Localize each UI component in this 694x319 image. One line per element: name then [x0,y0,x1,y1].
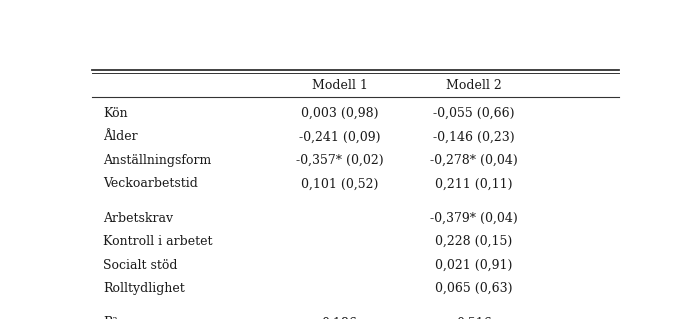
Text: Kön: Kön [103,107,128,120]
Text: 0,211 (0,11): 0,211 (0,11) [435,177,513,190]
Text: -0,357* (0,02): -0,357* (0,02) [296,154,383,167]
Text: Socialt stöd: Socialt stöd [103,259,178,272]
Text: Modell 1: Modell 1 [312,78,368,92]
Text: -0,278* (0,04): -0,278* (0,04) [430,154,518,167]
Text: 0,186: 0,186 [321,316,357,319]
Text: Veckoarbetstid: Veckoarbetstid [103,177,198,190]
Text: R²: R² [103,316,117,319]
Text: 0,021 (0,91): 0,021 (0,91) [435,259,513,272]
Text: Modell 2: Modell 2 [446,78,502,92]
Text: 0,101 (0,52): 0,101 (0,52) [301,177,378,190]
Text: -0,379* (0,04): -0,379* (0,04) [430,211,518,225]
Text: 0,516: 0,516 [456,316,492,319]
Text: -0,055 (0,66): -0,055 (0,66) [433,107,515,120]
Text: Kontroll i arbetet: Kontroll i arbetet [103,235,212,248]
Text: 0,228 (0,15): 0,228 (0,15) [435,235,513,248]
Text: Rolltydlighet: Rolltydlighet [103,282,185,295]
Text: -0,241 (0,09): -0,241 (0,09) [299,130,380,143]
Text: -0,146 (0,23): -0,146 (0,23) [433,130,515,143]
Text: Arbetskrav: Arbetskrav [103,211,173,225]
Text: Ålder: Ålder [103,130,137,143]
Text: Anställningsform: Anställningsform [103,154,211,167]
Text: 0,065 (0,63): 0,065 (0,63) [435,282,513,295]
Text: 0,003 (0,98): 0,003 (0,98) [301,107,378,120]
